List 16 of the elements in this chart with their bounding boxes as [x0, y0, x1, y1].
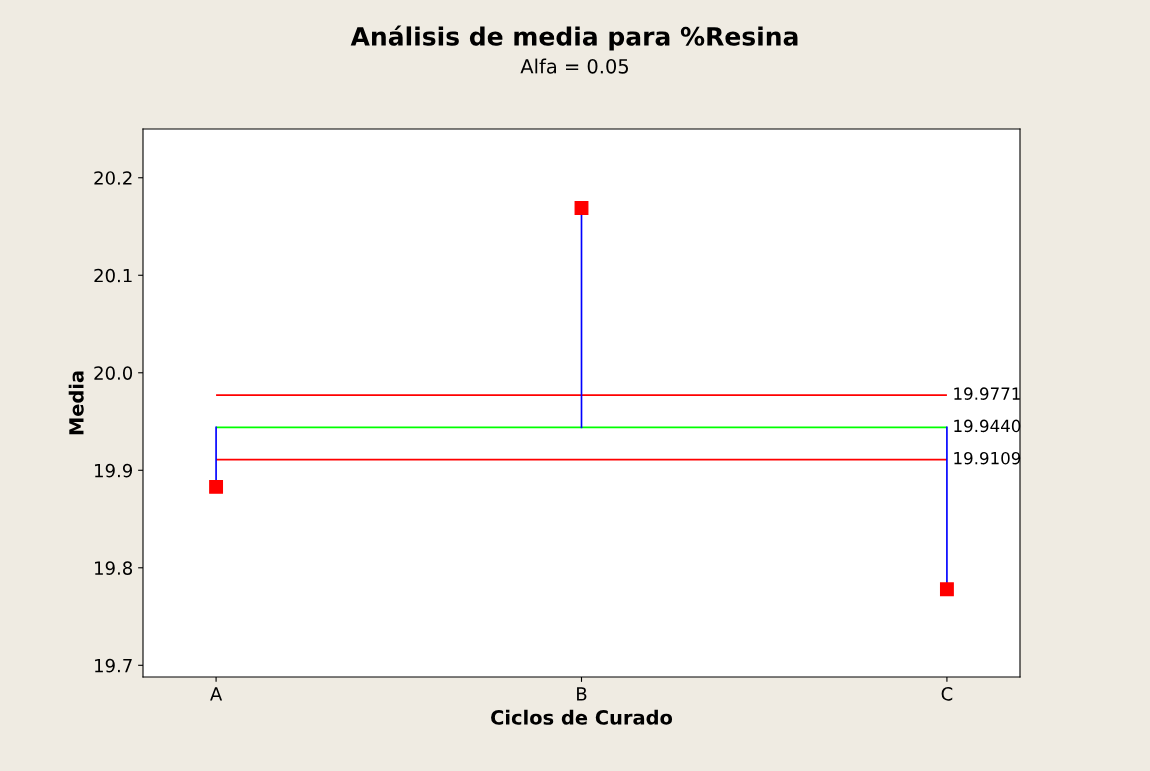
y-tick-label: 19.7: [95, 658, 132, 673]
y-tick-label: 20.0: [94, 366, 133, 380]
x-tick-label: C: [941, 687, 953, 701]
y-tick-label: 20.2: [94, 171, 132, 185]
x-axis-title: Ciclos de Curado: [491, 709, 673, 725]
x-tick-label: A: [210, 687, 223, 701]
x-tick-label: B: [577, 687, 587, 701]
y-tick-label: 19.8: [95, 561, 133, 575]
y-tick-label: 20.1: [94, 268, 132, 283]
chart-title: Análisis de media para %Resina: [350, 25, 798, 51]
point: [939, 582, 954, 597]
chart-subtitle: Alfa = 0.05: [520, 58, 629, 74]
point: [209, 479, 224, 494]
y-tick-label: 19.9: [95, 463, 133, 478]
y-axis-title: Media: [68, 371, 84, 435]
point: [574, 201, 589, 215]
